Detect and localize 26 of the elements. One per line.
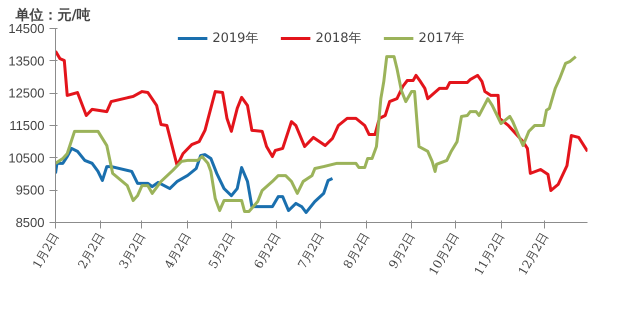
x-tick-label: 7月2日	[295, 230, 327, 272]
x-tick-label: 2月2日	[75, 230, 107, 272]
line-series	[56, 146, 334, 214]
y-tick-label: 8500	[16, 215, 44, 230]
x-tick-label: 3月2日	[116, 230, 148, 272]
legend-label: 2017年	[418, 30, 465, 47]
x-tick-label: 1月2日	[30, 230, 62, 272]
y-tick-label: 11500	[9, 118, 44, 133]
y-tick-label: 14500	[8, 21, 45, 36]
x-tick-label: 9月2日	[386, 230, 418, 272]
x-tick-label: 12月2日	[515, 230, 552, 278]
x-tick-label: 4月2日	[162, 230, 194, 272]
y-tick-label: 13500	[8, 53, 45, 68]
line-series	[56, 55, 578, 214]
x-tick-label: 6月2日	[251, 230, 283, 272]
y-axis-title: 单位：元/吨	[14, 8, 91, 24]
y-tick-label: 9500	[16, 182, 44, 198]
line-series	[56, 50, 588, 192]
y-tick-label: 12500	[8, 86, 45, 101]
x-tick-label: 10月2日	[426, 230, 462, 278]
y-tick-label: 10500	[8, 150, 45, 166]
x-tick-label: 5月2日	[206, 230, 238, 272]
x-tick-label: 8月2日	[340, 230, 372, 272]
legend-label: 2019年	[212, 30, 258, 47]
legend-label: 2018年	[315, 30, 362, 47]
x-tick-label: 11月2日	[472, 230, 508, 278]
